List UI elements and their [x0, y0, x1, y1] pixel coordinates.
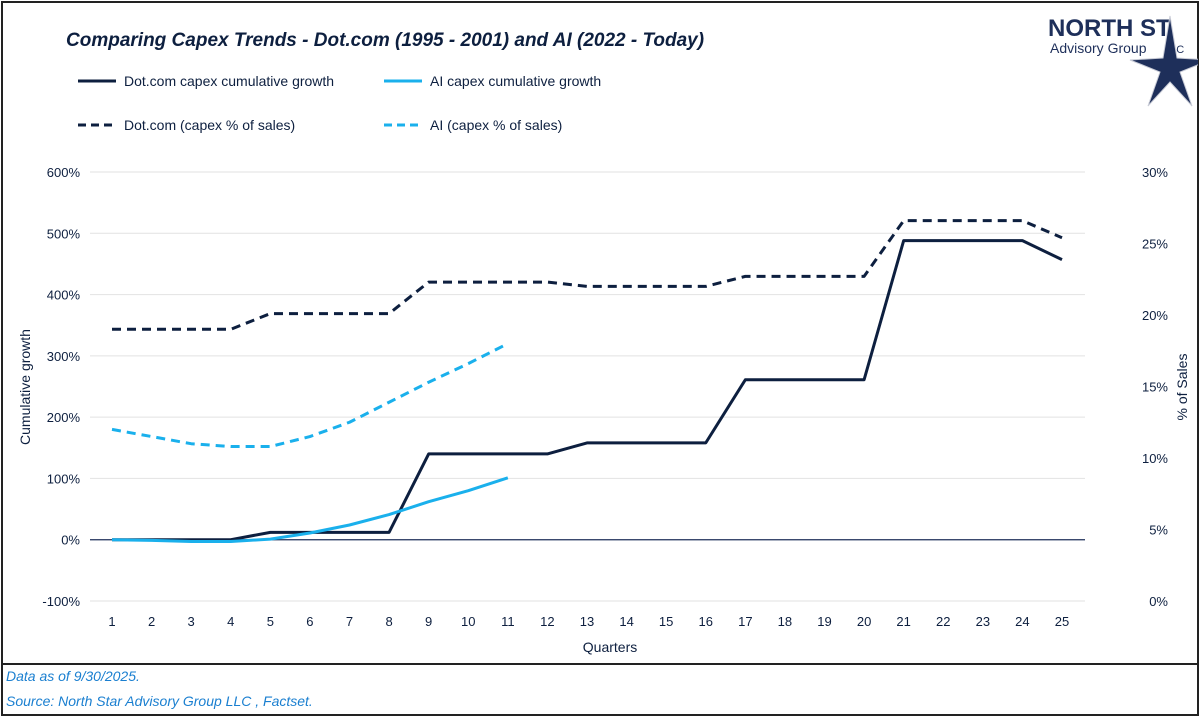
y2-tick-label: 10%: [1142, 451, 1168, 466]
y-tick-label: 300%: [47, 349, 81, 364]
legend-dashed-navy-swatch: [78, 123, 116, 127]
y2-tick-label: 30%: [1142, 165, 1168, 180]
footer-divider: [1, 663, 1197, 665]
x-tick-label: 23: [976, 614, 990, 629]
svg-text:NORTH ST: NORTH ST: [1048, 15, 1171, 42]
y-tick-label: 400%: [47, 288, 81, 303]
x-tick-label: 11: [501, 614, 515, 629]
x-tick-label: 6: [306, 614, 313, 629]
svg-text:Advisory Group: Advisory Group: [1050, 40, 1147, 56]
x-tick-label: 10: [461, 614, 475, 629]
x-tick-label: 4: [227, 614, 234, 629]
series-line-2: [112, 219, 1063, 331]
x-tick-label: 16: [699, 614, 713, 629]
chart-plot: -100%0%100%200%300%400%500%600%0%5%10%15…: [17, 165, 1190, 655]
x-tick-label: 21: [896, 614, 910, 629]
legend-dashed-blue-swatch: [384, 123, 422, 127]
x-tick-label: 19: [817, 614, 831, 629]
x-tick-label: 15: [659, 614, 673, 629]
x-tick-label: 1: [108, 614, 115, 629]
y2-axis-label: % of Sales: [1174, 354, 1190, 421]
y2-tick-label: 20%: [1142, 308, 1168, 323]
legend-ai-growth: AI capex cumulative growth: [384, 73, 601, 89]
legend-dotcom-pct: Dot.com (capex % of sales): [78, 117, 295, 133]
x-tick-label: 25: [1055, 614, 1069, 629]
x-tick-label: 18: [778, 614, 792, 629]
series-line-3: [111, 342, 509, 449]
x-tick-label: 14: [619, 614, 633, 629]
y2-tick-label: 0%: [1149, 594, 1168, 609]
y2-tick-label: 15%: [1142, 380, 1168, 395]
legend-label: Dot.com capex cumulative growth: [124, 73, 335, 89]
legend-label: AI capex cumulative growth: [430, 73, 602, 89]
x-tick-label: 8: [385, 614, 392, 629]
x-tick-label: 9: [425, 614, 432, 629]
chart-title: Comparing Capex Trends - Dot.com (1995 -…: [66, 30, 705, 51]
x-tick-label: 22: [936, 614, 950, 629]
y2-tick-label: 25%: [1142, 237, 1168, 252]
x-tick-label: 17: [738, 614, 752, 629]
y2-tick-label: 5%: [1149, 523, 1168, 538]
legend-ai-pct: AI (capex % of sales): [384, 117, 562, 133]
y-axis-label: Cumulative growth: [17, 329, 33, 445]
footer-source: Source: North Star Advisory Group LLC , …: [6, 693, 313, 709]
y-tick-label: 100%: [47, 471, 81, 486]
x-tick-label: 20: [857, 614, 871, 629]
legend-label: Dot.com (capex % of sales): [124, 117, 296, 133]
y-tick-label: 600%: [47, 165, 81, 180]
series-line-1: [111, 476, 509, 544]
x-tick-label: 13: [580, 614, 594, 629]
x-tick-label: 24: [1015, 614, 1029, 629]
series-line-0: [112, 239, 1063, 542]
legend-label: AI (capex % of sales): [430, 117, 563, 133]
y-tick-label: 0%: [61, 533, 80, 548]
legend-solid-navy-swatch: [78, 79, 116, 83]
y-tick-label: 200%: [47, 410, 81, 425]
footer-note: Data as of 9/30/2025.: [6, 668, 140, 684]
legend-dotcom-growth: Dot.com capex cumulative growth: [78, 73, 334, 89]
x-tick-label: 2: [148, 614, 155, 629]
x-tick-label: 3: [188, 614, 195, 629]
x-tick-label: 5: [267, 614, 274, 629]
legend-solid-blue-swatch: [384, 79, 422, 83]
y-tick-label: -100%: [42, 594, 80, 609]
north-star-logo: NORTH ST Advisory Group LLC: [1048, 15, 1198, 107]
star-icon: [1129, 15, 1198, 107]
x-tick-label: 7: [346, 614, 353, 629]
x-axis-label: Quarters: [583, 639, 637, 655]
x-tick-label: 12: [540, 614, 554, 629]
y-tick-label: 500%: [47, 226, 81, 241]
